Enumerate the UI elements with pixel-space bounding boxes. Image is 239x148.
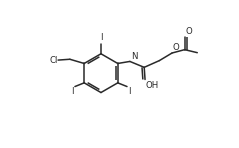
Text: OH: OH	[146, 81, 159, 90]
Text: Cl: Cl	[49, 56, 57, 65]
Text: O: O	[185, 27, 192, 36]
Text: N: N	[131, 52, 137, 61]
Text: I: I	[100, 33, 102, 42]
Text: I: I	[128, 87, 130, 96]
Text: I: I	[71, 87, 74, 96]
Text: O: O	[173, 43, 179, 52]
